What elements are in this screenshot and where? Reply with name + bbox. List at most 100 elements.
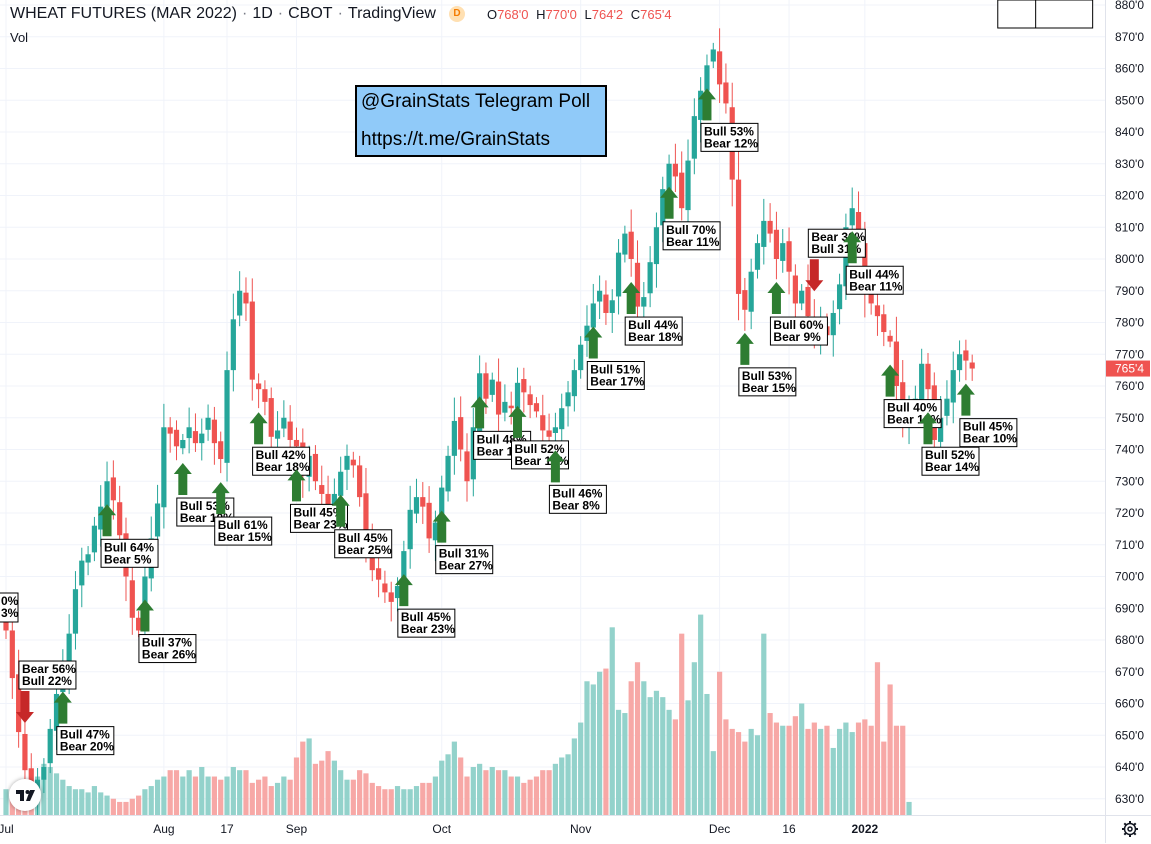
price-tick-label: 840'0 (1115, 125, 1144, 139)
candle-body (243, 292, 249, 304)
bull-poll-annotation: Bull 42%Bear 18% (249, 412, 311, 476)
candle-body (533, 403, 540, 412)
volume-bar (559, 757, 565, 815)
candle-body (868, 290, 874, 304)
price-tick-label: 760'0 (1115, 379, 1144, 393)
bull-poll-annotation: Bull 51%Bear 17% (584, 326, 645, 390)
volume-bar (521, 782, 527, 815)
close-key: C (630, 6, 641, 22)
candle-body (350, 459, 356, 466)
volume-bar (489, 767, 495, 815)
volume-bar (470, 767, 476, 815)
volume-bar (60, 779, 66, 815)
volume-bar (123, 801, 129, 815)
candle (723, 63, 729, 114)
candle (350, 451, 356, 478)
volume-bar (268, 786, 274, 815)
volume-bar (597, 671, 603, 815)
volume-bar (256, 779, 262, 815)
poll-label-line1: Bull 53% (742, 369, 792, 383)
poll-label-box (548, 484, 607, 514)
volume-bar (906, 801, 912, 815)
price-tick-label: 810'0 (1115, 220, 1144, 234)
bull-arrow-icon (956, 383, 975, 416)
volume-bar (483, 770, 489, 815)
candle (249, 278, 255, 401)
poll-label-box (921, 446, 980, 476)
bull-arrow-icon (135, 599, 154, 632)
candle (754, 234, 761, 279)
candle-body (186, 427, 192, 439)
volume-bar (609, 627, 615, 815)
candle-body (969, 362, 975, 369)
gear-icon[interactable] (1120, 819, 1140, 839)
candle-body (98, 506, 104, 530)
volume-bar (767, 713, 773, 815)
candle-body (786, 241, 792, 272)
poll-label-box (959, 418, 1018, 448)
candle-body (293, 439, 300, 447)
volume-bar (729, 728, 735, 815)
volume-bar (306, 738, 312, 815)
candle-body (944, 398, 950, 416)
volume-bar (603, 668, 609, 815)
candle-body (129, 580, 135, 618)
poll-label-line2: Bear 22% (1039, 0, 1093, 3)
volume-bar (628, 681, 634, 815)
poll-label-line2: Bear 9% (773, 330, 821, 344)
volume-bar (262, 776, 268, 815)
volume-bar (565, 754, 571, 815)
price-tick-label: 780'0 (1115, 316, 1144, 330)
volume-bar (363, 773, 369, 815)
price-tick-label: 790'0 (1115, 284, 1144, 298)
candle-body (464, 451, 470, 482)
volume-bar (786, 725, 792, 815)
volume-bar (754, 735, 761, 815)
candle (211, 406, 217, 465)
candle (117, 485, 123, 550)
volume-bar (843, 722, 849, 815)
candle (597, 275, 603, 320)
candle-body (344, 455, 350, 470)
tradingview-logo-icon[interactable] (9, 779, 41, 811)
time-tick-label: Aug (153, 822, 174, 836)
candle (653, 212, 660, 288)
candle (609, 289, 615, 333)
volume-bar (192, 776, 199, 815)
candle-body (919, 363, 925, 403)
poll-link[interactable]: https://t.me/GrainStats (361, 129, 551, 150)
poll-label-line2: Bull 22% (22, 674, 72, 688)
bull-arrow-icon (173, 463, 192, 496)
candle-body (660, 189, 666, 226)
poll-label-line2: Bear 8% (552, 498, 600, 512)
volume-legend[interactable]: Vol (10, 30, 29, 45)
volume-bar (622, 713, 628, 815)
volume-bar (129, 798, 135, 815)
volume-bar (325, 751, 331, 815)
poll-label-box (845, 265, 904, 295)
symbol-title[interactable]: WHEAT FUTURES (MAR 2022) (10, 5, 237, 22)
volume-bar (824, 725, 830, 815)
poll-label-line2: Bear 23% (401, 622, 455, 636)
volume-bar (641, 681, 647, 815)
candle (559, 393, 565, 442)
time-axis-labels: Jul Aug 17 Sep Oct Nov Dec 16 2022 (0, 822, 879, 836)
candle-body (104, 481, 110, 507)
candle-body (363, 493, 369, 542)
candle-body (16, 674, 22, 733)
interval-label[interactable]: 1D (252, 5, 273, 22)
candle-body (161, 427, 167, 508)
volume-bar (237, 770, 243, 815)
candle (950, 351, 956, 424)
candle (420, 482, 426, 524)
low-key: L (584, 6, 592, 22)
candle (773, 211, 780, 280)
candle-body (192, 431, 199, 444)
poll-label-box (100, 538, 159, 568)
volume-bar (546, 770, 552, 815)
poll-label-line2: Bear 23% (293, 517, 347, 531)
candle (735, 151, 742, 321)
low-value: 764'2 (591, 6, 624, 22)
price-tick-label: 660'0 (1115, 697, 1144, 711)
